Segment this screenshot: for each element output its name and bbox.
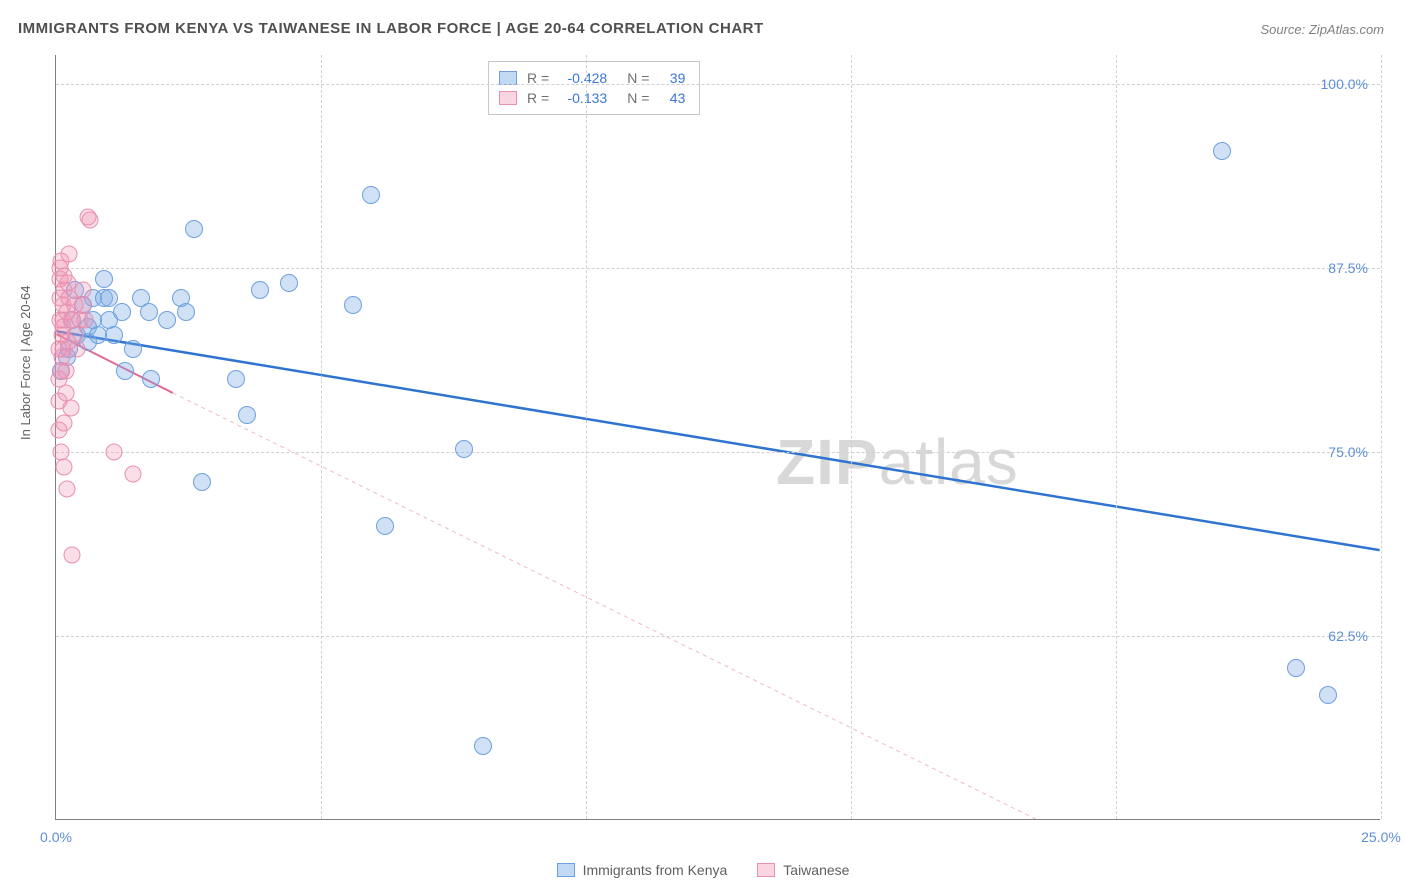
trend-line bbox=[173, 393, 1036, 819]
data-point bbox=[105, 326, 123, 344]
data-point bbox=[106, 444, 123, 461]
legend-label: Taiwanese bbox=[783, 862, 849, 878]
data-point bbox=[69, 341, 86, 358]
corr-r-value: -0.133 bbox=[559, 88, 607, 108]
data-point bbox=[251, 281, 269, 299]
data-point bbox=[142, 370, 160, 388]
data-point bbox=[344, 296, 362, 314]
correlation-box: R =-0.428N =39R =-0.133N =43 bbox=[488, 61, 700, 115]
data-point bbox=[376, 517, 394, 535]
data-point bbox=[58, 480, 75, 497]
data-point bbox=[474, 737, 492, 755]
data-point bbox=[56, 458, 73, 475]
data-point bbox=[158, 311, 176, 329]
data-point bbox=[1287, 659, 1305, 677]
data-point bbox=[185, 220, 203, 238]
data-point bbox=[177, 303, 195, 321]
data-point bbox=[95, 270, 113, 288]
corr-n-label: N = bbox=[627, 88, 649, 108]
data-point bbox=[124, 466, 141, 483]
data-point bbox=[116, 362, 134, 380]
data-point bbox=[82, 211, 99, 228]
gridline-v bbox=[321, 55, 322, 819]
watermark-bold: ZIP bbox=[776, 426, 879, 498]
y-tick-label: 87.5% bbox=[1328, 260, 1368, 276]
watermark: ZIPatlas bbox=[776, 425, 1019, 499]
gridline-h bbox=[56, 636, 1380, 637]
gridline-h bbox=[56, 268, 1380, 269]
y-tick-label: 62.5% bbox=[1328, 628, 1368, 644]
corr-r-label: R = bbox=[527, 88, 549, 108]
data-point bbox=[238, 406, 256, 424]
data-point bbox=[61, 245, 78, 262]
gridline-v bbox=[1381, 55, 1382, 819]
data-point bbox=[227, 370, 245, 388]
legend-swatch bbox=[499, 71, 517, 85]
data-point bbox=[1213, 142, 1231, 160]
legend-swatch bbox=[557, 863, 575, 877]
data-point bbox=[62, 400, 79, 417]
legend-label: Immigrants from Kenya bbox=[583, 862, 728, 878]
y-axis-label: In Labor Force | Age 20-64 bbox=[18, 286, 33, 440]
data-point bbox=[74, 282, 91, 299]
data-point bbox=[57, 363, 74, 380]
data-point bbox=[55, 414, 72, 431]
gridline-v bbox=[851, 55, 852, 819]
data-point bbox=[77, 311, 94, 328]
gridline-h bbox=[56, 84, 1380, 85]
data-point bbox=[140, 303, 158, 321]
data-point bbox=[280, 274, 298, 292]
y-tick-label: 75.0% bbox=[1328, 444, 1368, 460]
gridline-v bbox=[586, 55, 587, 819]
trend-lines bbox=[56, 55, 1380, 819]
data-point bbox=[63, 547, 80, 564]
data-point bbox=[193, 473, 211, 491]
gridline-v bbox=[1116, 55, 1117, 819]
correlation-row: R = -0.133 N = 43 bbox=[499, 88, 685, 108]
data-point bbox=[124, 340, 142, 358]
data-point bbox=[1319, 686, 1337, 704]
y-tick-label: 100.0% bbox=[1321, 76, 1368, 92]
legend-item: Immigrants from Kenya bbox=[557, 862, 728, 878]
legend-swatch bbox=[757, 863, 775, 877]
x-tick-label: 0.0% bbox=[40, 829, 72, 845]
legend-item: Taiwanese bbox=[757, 862, 849, 878]
source-attribution: Source: ZipAtlas.com bbox=[1260, 22, 1384, 37]
plot-area: ZIPatlas R =-0.428N =39R =-0.133N =43 62… bbox=[55, 55, 1380, 820]
chart-title: IMMIGRANTS FROM KENYA VS TAIWANESE IN LA… bbox=[18, 20, 764, 37]
watermark-light: atlas bbox=[879, 426, 1019, 498]
corr-n-value: 43 bbox=[659, 88, 685, 108]
data-point bbox=[455, 440, 473, 458]
data-point bbox=[100, 289, 118, 307]
gridline-h bbox=[56, 452, 1380, 453]
bottom-legend: Immigrants from Kenya Taiwanese bbox=[0, 862, 1406, 878]
data-point bbox=[362, 186, 380, 204]
trend-line bbox=[56, 331, 1379, 550]
data-point bbox=[113, 303, 131, 321]
x-tick-label: 25.0% bbox=[1361, 829, 1401, 845]
legend-swatch bbox=[499, 91, 517, 105]
